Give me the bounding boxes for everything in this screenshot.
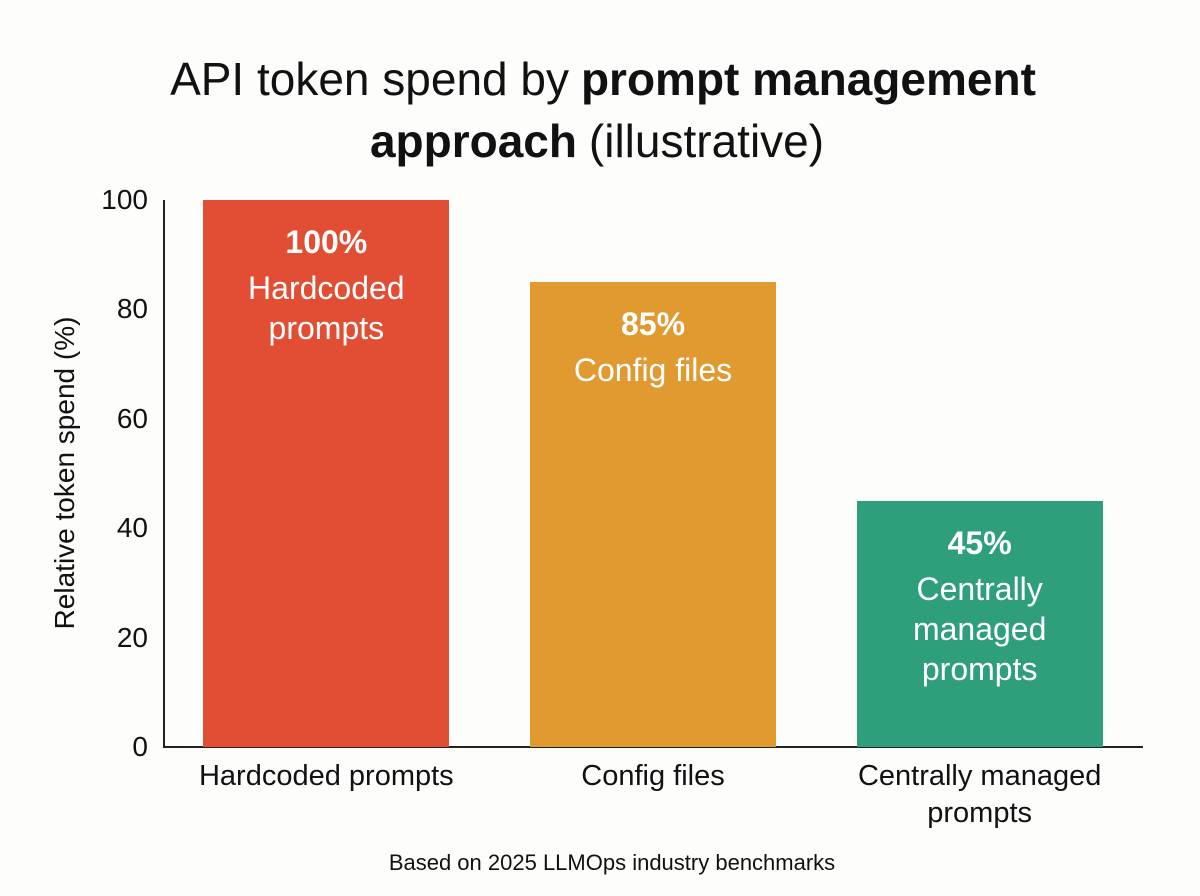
y-tick-label: 40 (116, 512, 148, 544)
value-label: 85% (620, 306, 686, 343)
x-tick-label: Centrally managed prompts (857, 760, 1102, 829)
value-label: 100% (285, 224, 368, 260)
footnote: Based on 2025 LLMOps industry benchmarks (388, 850, 836, 875)
x-tick-label: Hardcoded prompts (198, 760, 454, 792)
bar: 100% Hardcoded prompts (203, 200, 450, 747)
x-tick-label: Config files (581, 760, 725, 792)
y-tick-label: 0 (132, 731, 148, 762)
y-tick-label: 80 (116, 293, 148, 325)
y-axis-label: Relative token spend (%) (49, 316, 80, 630)
bar-category-label: Centrally managed prompts (912, 570, 1047, 687)
value-label: 45% (947, 524, 1012, 561)
y-tick-label: 100 (101, 184, 148, 215)
x-axis-line (163, 746, 1143, 748)
y-tick-label: 60 (116, 402, 148, 434)
bar: 45% Centrally managed prompts (856, 500, 1103, 747)
title-part: (illustrative) (588, 115, 825, 167)
title-part: API token spend by (170, 53, 569, 105)
bar-category-label: Config files (573, 352, 733, 389)
chart-title: API token spend by prompt management appr… (100, 48, 1100, 172)
y-tick-label: 20 (116, 621, 148, 653)
y-axis-line (163, 200, 165, 748)
title-part: prompt management approach (369, 53, 1036, 167)
bar-category-label: Hardcoded prompts (248, 270, 405, 346)
bar: 85% Config files (530, 282, 776, 747)
